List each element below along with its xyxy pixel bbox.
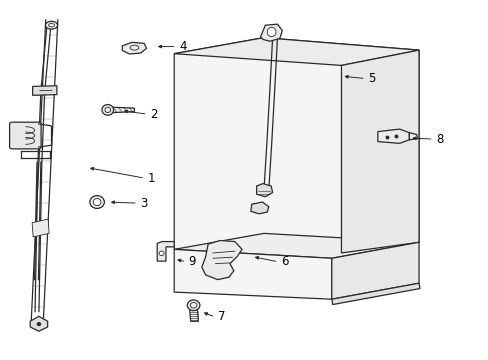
Ellipse shape (45, 21, 58, 29)
Polygon shape (122, 42, 146, 54)
FancyBboxPatch shape (10, 122, 41, 149)
Text: 5: 5 (367, 72, 375, 85)
Polygon shape (331, 283, 419, 305)
Polygon shape (32, 219, 49, 237)
Polygon shape (174, 233, 418, 258)
Polygon shape (256, 184, 272, 197)
Polygon shape (260, 24, 282, 41)
Polygon shape (108, 107, 134, 113)
Polygon shape (174, 38, 418, 66)
Polygon shape (408, 133, 417, 140)
Polygon shape (33, 86, 57, 95)
Ellipse shape (159, 251, 163, 256)
Polygon shape (174, 38, 418, 258)
Ellipse shape (93, 198, 101, 206)
Polygon shape (174, 249, 331, 299)
Ellipse shape (37, 322, 41, 326)
Text: 4: 4 (179, 40, 186, 53)
Polygon shape (377, 129, 408, 143)
Polygon shape (202, 240, 242, 280)
Text: 1: 1 (147, 172, 155, 185)
Polygon shape (189, 310, 198, 321)
Ellipse shape (90, 195, 104, 208)
Text: 8: 8 (435, 132, 443, 145)
Polygon shape (157, 242, 174, 261)
Text: 9: 9 (188, 255, 196, 268)
Polygon shape (250, 202, 268, 214)
Text: 6: 6 (280, 255, 288, 268)
Text: 2: 2 (150, 108, 157, 121)
Text: 7: 7 (217, 310, 225, 324)
Ellipse shape (102, 104, 113, 115)
Polygon shape (341, 50, 418, 253)
Ellipse shape (187, 300, 200, 311)
Polygon shape (331, 242, 418, 299)
Polygon shape (30, 316, 47, 331)
Text: 3: 3 (140, 197, 147, 210)
Ellipse shape (267, 27, 275, 37)
